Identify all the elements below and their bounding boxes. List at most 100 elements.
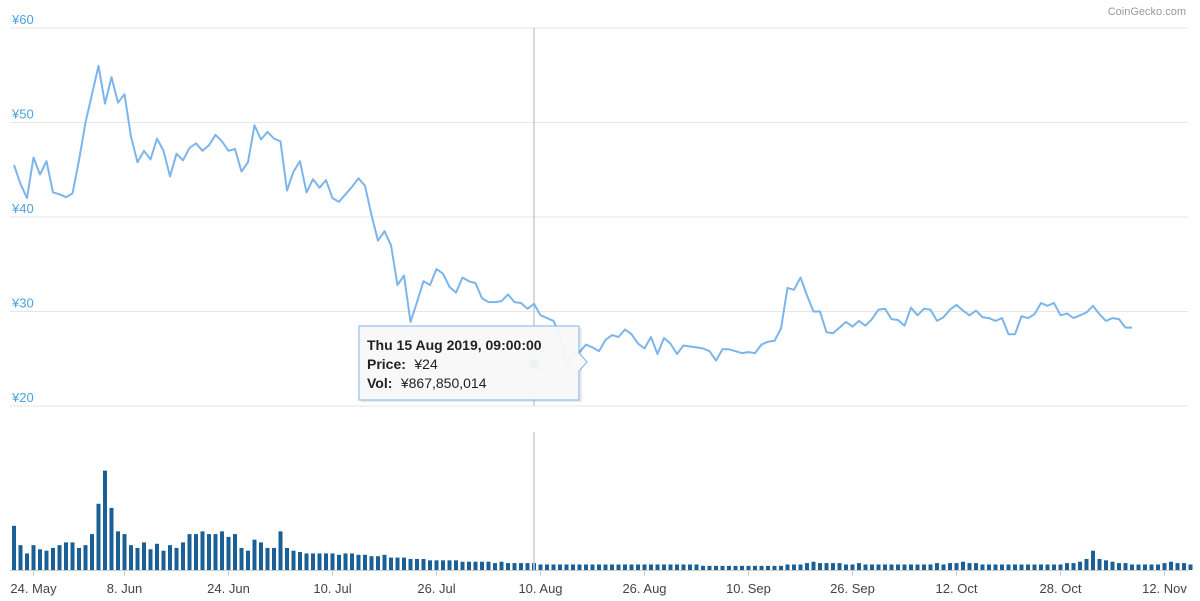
volume-bar bbox=[915, 564, 920, 570]
volume-bar bbox=[1130, 564, 1134, 570]
volume-bar bbox=[1019, 564, 1024, 570]
volume-bar bbox=[460, 561, 465, 570]
volume-bar bbox=[616, 564, 621, 570]
x-tick-label: 10. Aug bbox=[518, 581, 562, 596]
volume-bar bbox=[233, 534, 237, 570]
volume-bar bbox=[1169, 561, 1173, 570]
volume-bar bbox=[928, 564, 933, 570]
volume-bar bbox=[779, 565, 783, 570]
volume-bar bbox=[18, 545, 23, 570]
volume-bar bbox=[681, 564, 686, 570]
volume-bar bbox=[57, 545, 62, 570]
volume-bar bbox=[200, 531, 205, 570]
volume-bar bbox=[701, 565, 705, 570]
volume-bar bbox=[980, 564, 985, 570]
y-tick-label: ¥40 bbox=[11, 201, 34, 216]
volume-bar bbox=[1052, 564, 1056, 570]
volume-bar bbox=[740, 565, 744, 570]
volume-bar bbox=[1123, 563, 1128, 570]
volume-bar bbox=[512, 563, 517, 570]
volume-bar bbox=[408, 558, 413, 570]
x-tick-label: 12. Oct bbox=[936, 581, 978, 596]
volume-bar bbox=[909, 564, 913, 570]
volume-bar bbox=[1078, 561, 1082, 570]
volume-bar bbox=[278, 531, 283, 570]
x-tick-label: 12. Nov bbox=[1142, 581, 1187, 596]
volume-bar bbox=[103, 470, 107, 570]
volume-bar bbox=[811, 561, 816, 570]
volume-bar bbox=[870, 564, 874, 570]
volume-bar bbox=[161, 550, 166, 570]
volume-bar bbox=[772, 565, 777, 570]
volume-bar bbox=[181, 542, 185, 570]
y-tick-label: ¥20 bbox=[11, 390, 34, 405]
volume-bar bbox=[1032, 564, 1037, 570]
volume-bar bbox=[25, 553, 29, 570]
tooltip-vol-row: Vol: ¥867,850,014 bbox=[367, 375, 487, 392]
volume-bar bbox=[1026, 564, 1030, 570]
volume-bar bbox=[1136, 564, 1141, 570]
volume-bar bbox=[824, 563, 829, 570]
volume-bar bbox=[668, 564, 673, 570]
volume-bar bbox=[168, 545, 172, 570]
volume-bar bbox=[486, 561, 491, 570]
volume-bar bbox=[688, 564, 692, 570]
volume-bar bbox=[792, 564, 796, 570]
volume-bar bbox=[90, 534, 94, 570]
price-series bbox=[13, 64, 1132, 365]
volume-bar bbox=[246, 550, 250, 570]
volume-bar bbox=[194, 534, 198, 570]
volume-bar bbox=[538, 564, 543, 570]
volume-bar bbox=[239, 547, 244, 570]
volume-bar bbox=[402, 557, 406, 570]
volume-bar bbox=[467, 561, 471, 570]
volume-bar bbox=[694, 564, 699, 570]
tooltip-date: Thu 15 Aug 2019, 09:00:00 bbox=[367, 337, 542, 353]
volume-bar bbox=[551, 564, 556, 570]
volume-bar bbox=[675, 564, 679, 570]
volume-bar bbox=[818, 563, 822, 570]
y-axis-labels: ¥20 ¥30 ¥40 ¥50 ¥60 bbox=[11, 12, 34, 405]
volume-bar bbox=[1039, 564, 1043, 570]
volume-bar bbox=[863, 564, 868, 570]
volume-bar bbox=[766, 565, 770, 570]
volume-bar bbox=[785, 564, 790, 570]
volume-bar bbox=[577, 564, 582, 570]
volume-bar bbox=[447, 560, 452, 570]
x-tick-label: 10. Jul bbox=[313, 581, 351, 596]
volume-bar bbox=[415, 558, 419, 570]
volume-bar bbox=[798, 564, 803, 570]
volume-bar bbox=[1117, 563, 1121, 570]
volume-bar bbox=[1156, 564, 1160, 570]
volume-bar bbox=[265, 547, 270, 570]
x-tick-label: 26. Jul bbox=[417, 581, 455, 596]
volume-bar bbox=[428, 560, 432, 570]
volume-bar bbox=[506, 563, 510, 570]
volume-bar bbox=[493, 563, 497, 570]
credit-text[interactable]: CoinGecko.com bbox=[1108, 6, 1186, 18]
volume-bar bbox=[343, 553, 348, 570]
x-tick-label: 24. May bbox=[10, 581, 57, 596]
volume-bar bbox=[1097, 558, 1102, 570]
volume-bar bbox=[558, 564, 562, 570]
volume-bar bbox=[356, 554, 361, 570]
volume-bar bbox=[1182, 563, 1186, 570]
volume-bar bbox=[1188, 564, 1193, 570]
volume-bar bbox=[753, 565, 757, 570]
volume-bar bbox=[44, 550, 49, 570]
volume-bar bbox=[395, 557, 400, 570]
volume-bar bbox=[642, 564, 647, 570]
y-tick-label: ¥60 bbox=[11, 12, 34, 27]
volume-bar bbox=[51, 547, 55, 570]
x-tick-label: 8. Jun bbox=[107, 581, 142, 596]
volume-bar bbox=[883, 564, 887, 570]
volume-bar bbox=[1013, 564, 1017, 570]
volume-bar bbox=[876, 564, 881, 570]
volume-bar bbox=[31, 545, 36, 570]
price-line bbox=[13, 64, 1132, 365]
volume-bar bbox=[291, 550, 296, 570]
volume-bar bbox=[746, 565, 751, 570]
volume-bar bbox=[324, 553, 328, 570]
volume-bar bbox=[148, 549, 153, 570]
